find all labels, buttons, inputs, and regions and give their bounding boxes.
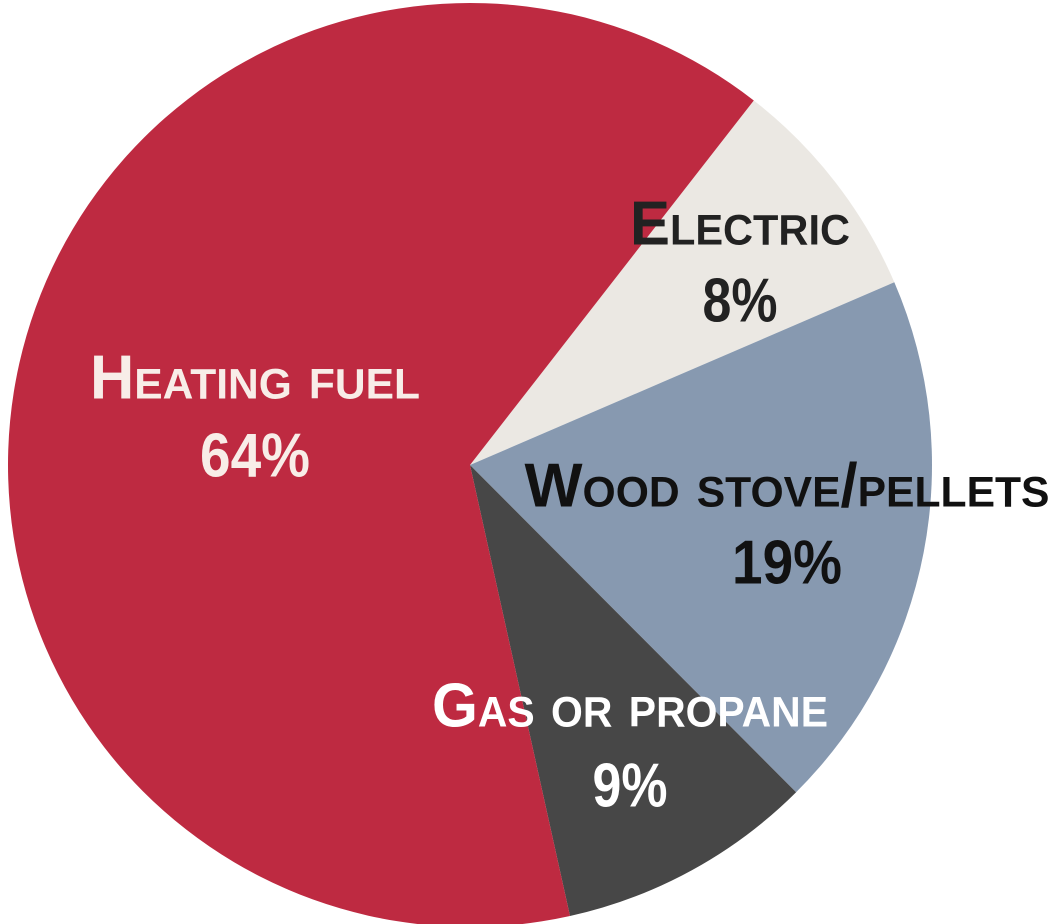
slice-label: Electric [630, 189, 850, 258]
pie-slice [8, 3, 754, 924]
slice-value-label: 19% [732, 528, 842, 597]
slice-label: Gas or propane [432, 671, 828, 740]
slice-value-label: 9% [593, 751, 668, 820]
slice-label: Heating fuel [90, 343, 420, 412]
pie-slice [470, 282, 932, 793]
pie-slice [470, 100, 895, 466]
slice-value-label: 64% [200, 421, 310, 490]
slice-label: Wood stove/pellets [525, 451, 1050, 520]
slice-value-label: 8% [703, 266, 778, 335]
pie-slice [470, 465, 797, 917]
